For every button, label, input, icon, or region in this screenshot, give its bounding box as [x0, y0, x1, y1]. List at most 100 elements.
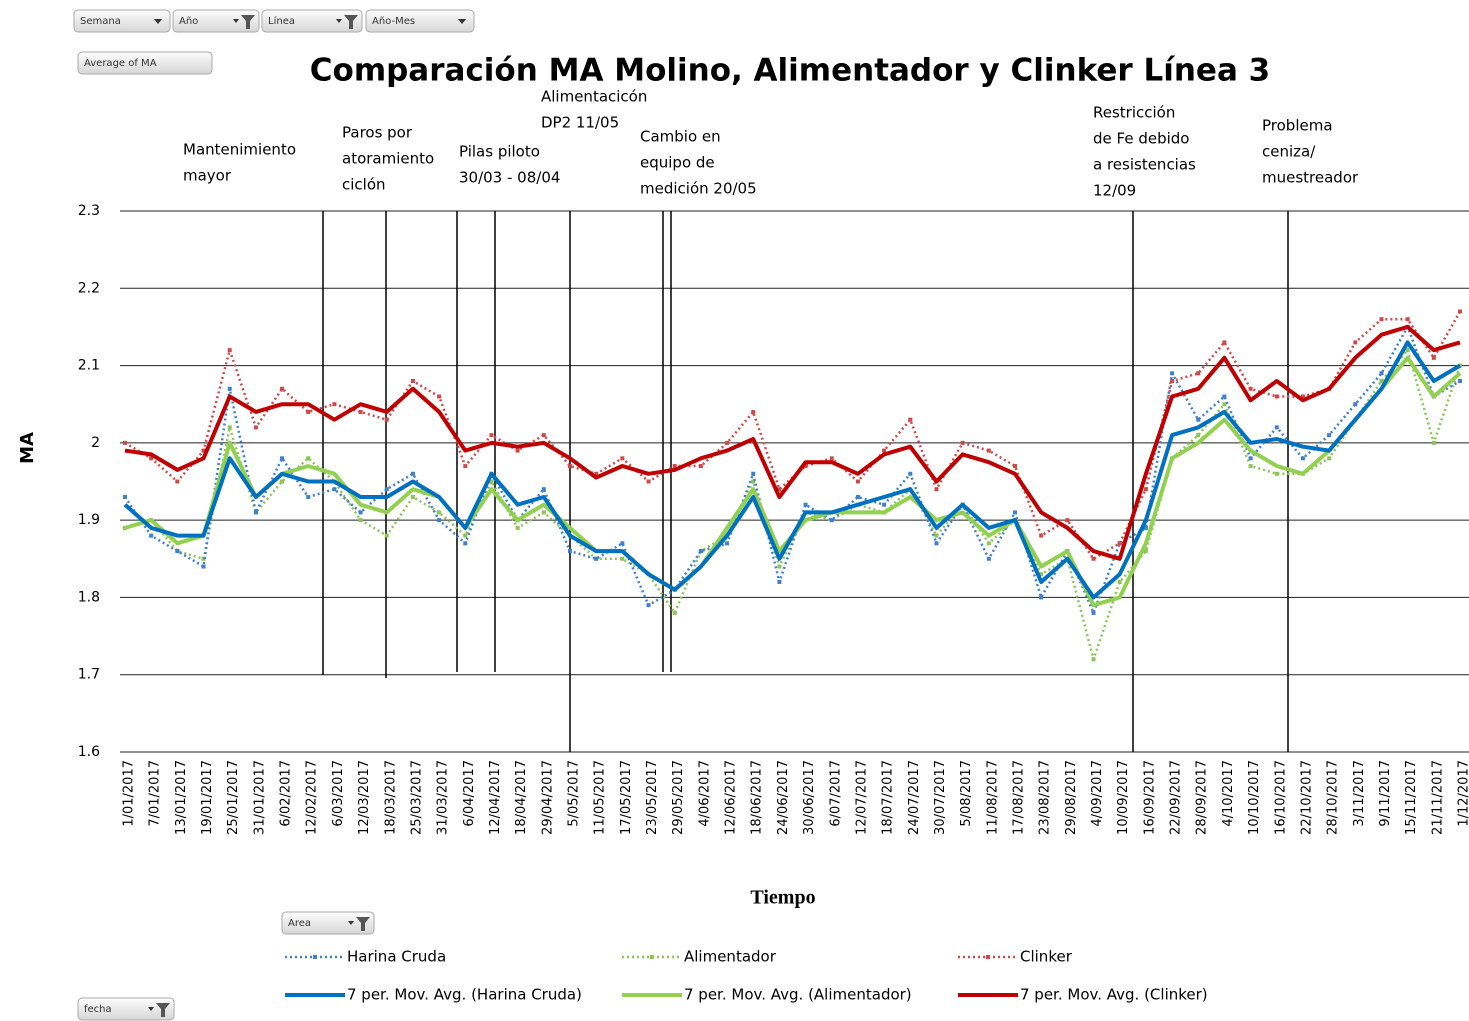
x-tick-label: 3/11/2017	[1352, 760, 1367, 827]
data-point	[1013, 510, 1017, 515]
data-point	[960, 440, 965, 445]
data-point	[541, 433, 546, 438]
data-point	[829, 456, 834, 461]
data-point	[1222, 394, 1227, 399]
data-line	[123, 325, 1461, 615]
data-point	[568, 549, 572, 554]
legend-label: Harina Cruda	[347, 948, 446, 966]
data-point	[777, 487, 782, 492]
filter-button[interactable]: fecha	[77, 997, 175, 1021]
filter-button[interactable]: Average of MA	[77, 51, 213, 75]
data-point	[1091, 556, 1096, 561]
dropdown-arrow	[148, 1007, 154, 1011]
legend-label: 7 per. Mov. Avg. (Harina Cruda)	[347, 986, 582, 1004]
data-point	[489, 433, 494, 438]
legend-marker	[313, 955, 317, 959]
filter-button[interactable]: Semana	[73, 9, 171, 33]
data-point	[1353, 340, 1358, 345]
data-point	[1458, 309, 1462, 314]
data-point	[698, 549, 703, 554]
data-point	[1405, 317, 1410, 322]
button-bg	[77, 997, 175, 1021]
data-point	[1431, 355, 1436, 360]
data-point	[908, 471, 913, 476]
annotation: de Fe debido	[1093, 130, 1189, 148]
y-tick-label: 1.9	[78, 512, 100, 528]
x-tick-label: 13/01/2017	[174, 760, 189, 835]
annotation: Mantenimiento	[183, 141, 296, 159]
data-point	[541, 510, 546, 515]
data-point	[751, 471, 756, 476]
data-point	[1117, 579, 1122, 584]
x-tick-label: 31/01/2017	[252, 760, 267, 835]
moving-average-line	[123, 340, 1462, 600]
data-point	[175, 479, 180, 484]
data-point	[855, 494, 860, 499]
data-point	[1379, 379, 1384, 384]
data-point	[410, 471, 415, 476]
button-bg	[281, 911, 375, 935]
button-label: Average of MA	[84, 58, 157, 69]
x-tick-label: 1/12/2017	[1457, 760, 1469, 827]
data-point	[1274, 394, 1279, 399]
y-tick-label: 1.6	[78, 744, 100, 760]
annotation: Problema	[1262, 117, 1333, 135]
data-point	[751, 409, 756, 414]
filter-button[interactable]: Area	[281, 911, 375, 935]
data-point	[1248, 386, 1253, 391]
x-tick-label: 11/05/2017	[593, 760, 608, 835]
data-point	[1143, 487, 1148, 492]
x-tick-label: 6/03/2017	[331, 760, 346, 827]
data-point	[410, 494, 415, 499]
data-point	[358, 518, 363, 523]
data-point	[227, 425, 232, 430]
x-tick-label: 18/04/2017	[514, 760, 529, 835]
x-tick-label: 12/03/2017	[357, 760, 372, 835]
y-axis-label: MA	[17, 432, 38, 464]
data-point	[777, 564, 782, 569]
data-point	[253, 510, 258, 515]
data-point	[1327, 456, 1332, 461]
data-point	[437, 510, 442, 515]
filter-button[interactable]: Año-Mes	[365, 9, 475, 33]
x-tick-label: 23/05/2017	[645, 760, 660, 835]
data-point	[1405, 348, 1410, 353]
filter-button[interactable]: Año	[172, 9, 260, 33]
x-tick-label: 12/02/2017	[305, 760, 320, 835]
data-point	[777, 579, 782, 584]
filter-button[interactable]: Línea	[261, 9, 363, 33]
data-point	[280, 479, 285, 484]
x-tick-label: 19/01/2017	[200, 760, 215, 835]
data-point	[1170, 379, 1175, 384]
data-line	[124, 348, 1462, 661]
data-point	[1196, 417, 1201, 422]
data-point	[175, 549, 180, 554]
data-point	[986, 556, 991, 561]
dropdown-arrow	[348, 921, 354, 925]
x-tick-label: 16/09/2017	[1142, 760, 1157, 835]
data-point	[306, 409, 311, 414]
data-point	[280, 456, 285, 461]
data-point	[594, 471, 599, 476]
button-bg	[365, 9, 475, 33]
data-point	[829, 518, 834, 523]
data-point	[201, 448, 206, 453]
annotation: 12/09	[1093, 182, 1136, 200]
annotation: mayor	[183, 167, 232, 185]
annotation: DP2 11/05	[541, 114, 619, 132]
button-label: Area	[288, 918, 311, 929]
data-point	[646, 479, 651, 484]
data-point	[384, 417, 389, 422]
annotation: muestreador	[1262, 169, 1359, 187]
legend-label: Clinker	[1020, 948, 1073, 966]
data-point	[803, 464, 808, 469]
data-point	[725, 440, 730, 445]
data-point	[515, 525, 520, 530]
data-point	[1379, 371, 1384, 376]
data-point	[1143, 525, 1148, 530]
x-tick-label: 29/05/2017	[671, 760, 686, 835]
data-point	[698, 464, 703, 469]
x-tick-label: 6/02/2017	[279, 760, 294, 827]
legend-label: 7 per. Mov. Avg. (Alimentador)	[684, 986, 912, 1004]
x-tick-label: 5/05/2017	[567, 760, 582, 827]
